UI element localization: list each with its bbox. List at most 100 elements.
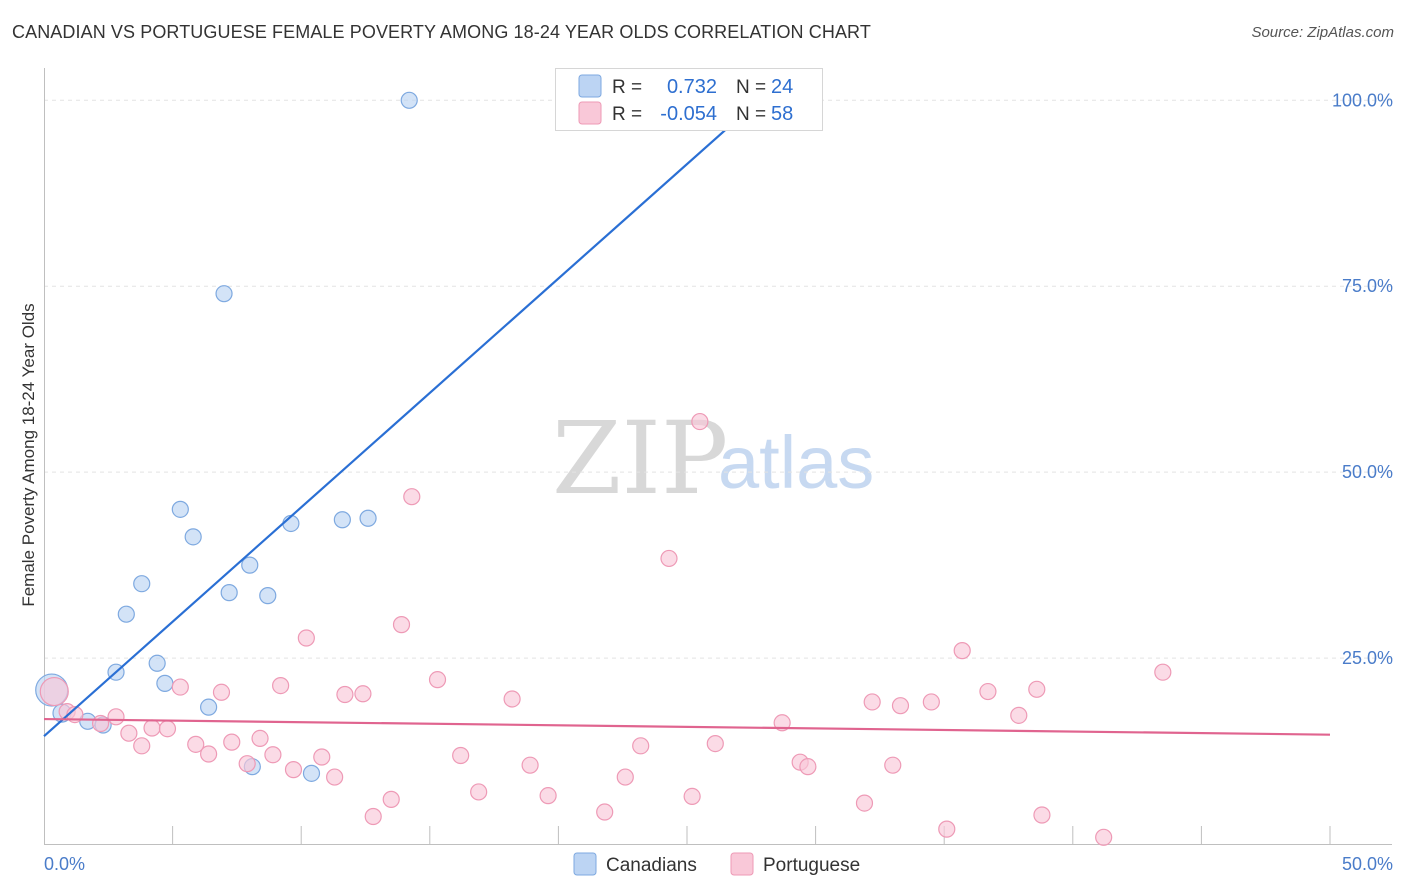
- y-tick-label: 25.0%: [1342, 648, 1393, 668]
- portuguese-point: [470, 783, 488, 801]
- portuguese-point: [107, 708, 125, 726]
- portuguese-point: [392, 616, 411, 634]
- portuguese-point: [660, 549, 678, 568]
- legend-n-value-canadians: 24: [771, 76, 793, 98]
- canadians-point: [200, 698, 218, 716]
- legend-swatch-canadians: [578, 74, 602, 98]
- portuguese-point: [39, 676, 69, 707]
- portuguese-point: [521, 756, 539, 774]
- portuguese-point: [364, 807, 382, 826]
- portuguese-point: [238, 755, 256, 773]
- axes: [44, 68, 1392, 845]
- portuguese-point: [272, 676, 290, 695]
- watermark-atlas: atlas: [718, 421, 874, 504]
- trend-lines: [43, 80, 1331, 737]
- legend-bottom-label-portuguese: Portuguese: [763, 855, 860, 876]
- legend-stats: R = 0.732 N = 24 R = -0.054 N = 58: [555, 68, 823, 131]
- portuguese-point: [596, 803, 614, 821]
- canadians-point: [220, 584, 238, 602]
- portuguese-point: [683, 787, 701, 806]
- portuguese-point: [979, 682, 997, 701]
- y-tick-label: 100.0%: [1332, 90, 1393, 110]
- y-tick-label: 75.0%: [1342, 276, 1393, 296]
- legend-n-label-canadians: N =: [736, 77, 766, 98]
- portuguese-point: [891, 697, 910, 715]
- page-title: CANADIAN VS PORTUGUESE FEMALE POVERTY AM…: [12, 22, 871, 42]
- grid-lines: [44, 99, 1392, 659]
- canadians-point: [259, 587, 277, 605]
- canadians-point: [117, 605, 135, 623]
- canadians-point: [333, 511, 351, 529]
- canadians-point: [302, 764, 321, 782]
- canadians-point: [215, 285, 233, 303]
- portuguese-point: [313, 748, 331, 766]
- legend-r-value-portuguese: -0.054: [660, 103, 717, 125]
- y-tick-label: 50.0%: [1342, 462, 1393, 482]
- portuguese-point: [200, 745, 218, 763]
- source-credit: Source: ZipAtlas.com: [1251, 24, 1394, 41]
- canadians-points: [35, 91, 418, 782]
- portuguese-point: [706, 735, 724, 753]
- portuguese-point: [691, 412, 709, 431]
- portuguese-point: [1154, 663, 1172, 681]
- x-tick-label-min: 0.0%: [44, 854, 85, 874]
- portuguese-point: [938, 820, 956, 838]
- portuguese-point: [616, 768, 634, 786]
- portuguese-point: [120, 724, 138, 742]
- legend-bottom-swatch-portuguese: [730, 852, 754, 876]
- legend-bottom-label-canadians: Canadians: [606, 855, 697, 876]
- y-tick-labels: 25.0% 50.0% 75.0% 100.0%: [1332, 90, 1393, 668]
- legend-bottom: Canadians Portuguese: [573, 852, 860, 876]
- legend-n-value-portuguese: 58: [771, 103, 793, 125]
- portuguese-point: [922, 693, 940, 711]
- portuguese-point: [452, 746, 470, 765]
- portuguese-point: [539, 787, 557, 805]
- portuguese-point: [773, 714, 791, 732]
- watermark: ZIP atlas: [552, 400, 874, 517]
- portuguese-point: [264, 746, 282, 764]
- legend-bottom-swatch-canadians: [573, 852, 597, 876]
- portuguese-point: [1095, 828, 1113, 846]
- canadians-point: [400, 91, 418, 109]
- x-tick-label-max: 50.0%: [1342, 854, 1393, 874]
- portuguese-point: [632, 737, 650, 755]
- canadians-point: [359, 509, 377, 527]
- portuguese-point: [382, 790, 400, 808]
- canadians-point: [156, 674, 174, 692]
- portuguese-point: [251, 729, 269, 747]
- portuguese-point: [143, 719, 161, 737]
- portuguese-point: [863, 693, 881, 711]
- portuguese-point: [1010, 706, 1028, 724]
- portuguese-point: [133, 737, 151, 755]
- legend-swatch-portuguese: [578, 101, 602, 125]
- portuguese-point: [223, 733, 241, 751]
- portuguese-point: [884, 756, 902, 774]
- canadians-point: [171, 500, 189, 518]
- portuguese-point: [799, 758, 817, 776]
- x-ticks: [172, 826, 1331, 844]
- portuguese-point: [428, 671, 447, 689]
- legend-r-label-canadians: R =: [612, 77, 642, 98]
- portuguese-points: [39, 412, 1172, 846]
- portuguese-point: [403, 488, 421, 506]
- canadians-point: [241, 556, 259, 574]
- legend-n-label-portuguese: N =: [736, 104, 766, 125]
- portuguese-point: [855, 794, 874, 812]
- portuguese-point: [953, 642, 971, 660]
- portuguese-point: [171, 678, 189, 696]
- portuguese-point: [212, 683, 231, 701]
- portuguese-point: [284, 761, 303, 779]
- portuguese-point: [354, 685, 372, 703]
- legend-r-value-canadians: 0.732: [667, 76, 717, 98]
- portuguese-point: [1028, 680, 1046, 698]
- portuguese-point: [91, 714, 110, 733]
- portuguese-point: [1033, 806, 1051, 824]
- canadians-point: [133, 575, 151, 593]
- legend-r-label-portuguese: R =: [612, 104, 642, 125]
- canadians-trend-line: [43, 80, 781, 737]
- portuguese-point: [187, 735, 205, 753]
- portuguese-point: [297, 629, 315, 647]
- portuguese-point: [336, 685, 354, 704]
- portuguese-point: [503, 690, 521, 708]
